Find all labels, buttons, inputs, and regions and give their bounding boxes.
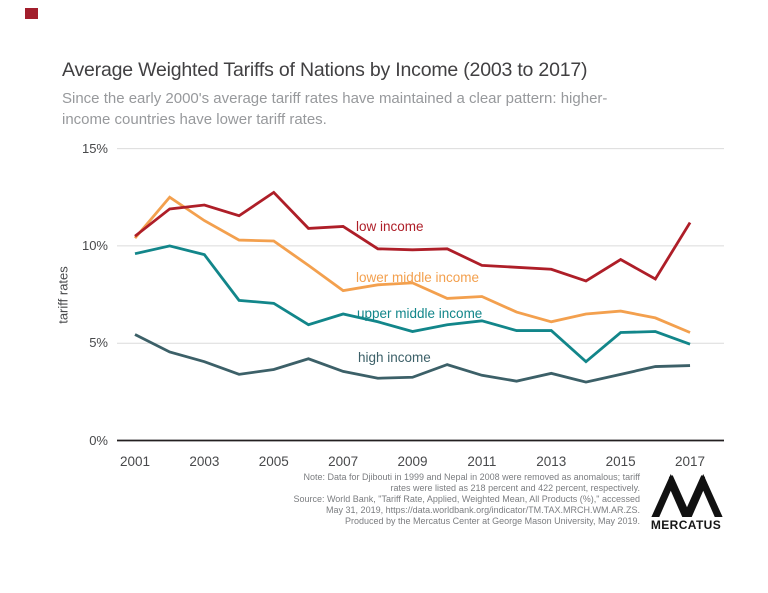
series-label-lower-middle-income: lower middle income <box>356 270 480 285</box>
footnote: Note: Data for Djibouti in 1999 and Nepa… <box>140 472 640 527</box>
x-tick-label: 2013 <box>536 454 567 469</box>
chart-subtitle: Since the early 2000's average tariff ra… <box>62 88 607 130</box>
x-tick-label: 2007 <box>328 454 359 469</box>
y-axis-label: tariff rates <box>55 266 71 324</box>
y-tick-label: 10% <box>81 237 108 253</box>
subtitle-line-1: Since the early 2000's average tariff ra… <box>62 90 608 107</box>
chart-line-upper-middle-income <box>134 244 691 364</box>
x-tick-label: 2003 <box>189 454 220 469</box>
footnote-line: May 31, 2019, https://data.worldbank.org… <box>326 505 640 515</box>
chart-title: Average Weighted Tariffs of Nations by I… <box>62 59 588 81</box>
mercatus-logo-icon <box>651 474 723 517</box>
footnote-line: Note: Data for Djibouti in 1999 and Nepa… <box>303 472 640 482</box>
subtitle-line-2: income countries have lower tariff rates… <box>62 111 327 128</box>
x-tick-label: 2017 <box>675 454 706 469</box>
chart-line-high-income <box>134 333 691 384</box>
chart-line-low-income <box>134 190 692 283</box>
series-label-upper-middle-income: upper middle income <box>357 306 483 321</box>
x-tick-label: 2005 <box>258 454 289 469</box>
x-tick-label: 2015 <box>605 454 636 469</box>
series-label-high-income: high income <box>358 350 431 365</box>
x-tick-label: 2001 <box>119 454 151 469</box>
footnote-line: Source: World Bank, "Tariff Rate, Applie… <box>293 494 640 504</box>
footnote-line: Produced by the Mercatus Center at Georg… <box>345 516 640 526</box>
y-tick-label: 15% <box>81 140 108 156</box>
series-label-low-income: low income <box>356 219 424 234</box>
mercatus-logo-wordmark: MERCATUS <box>650 518 722 532</box>
chart-line-lower-middle-income <box>133 195 691 334</box>
y-tick-label: 0% <box>89 432 108 448</box>
x-tick-label: 2009 <box>397 454 428 469</box>
y-tick-label: 5% <box>89 335 108 351</box>
x-tick-label: 2011 <box>467 454 497 469</box>
footnote-line: rates were listed as 218 percent and 422… <box>390 483 640 493</box>
brand-corner-mark <box>25 8 38 19</box>
